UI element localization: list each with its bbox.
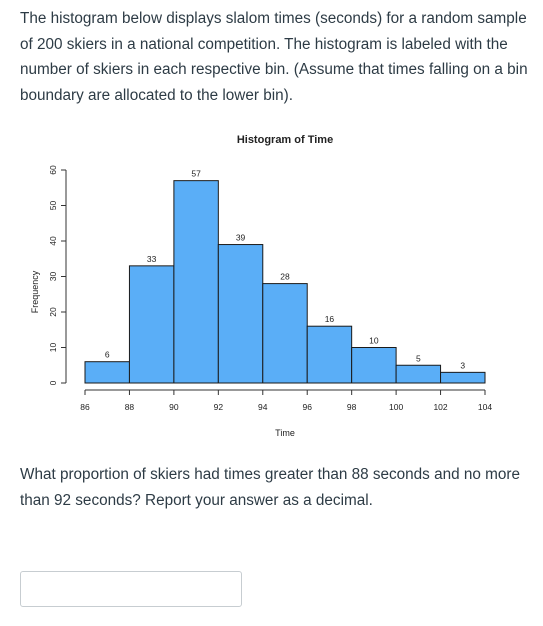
x-tick-label: 88 [125, 402, 135, 412]
question-intro: The histogram below displays slalom time… [20, 10, 528, 104]
chart-title: Histogram of Time [237, 134, 333, 146]
x-tick-label: 100 [389, 402, 403, 412]
question-prompt: What proportion of skiers had times grea… [20, 466, 520, 509]
bar-data-label: 6 [105, 350, 110, 360]
answer-input[interactable] [20, 571, 242, 607]
bar-data-label: 57 [191, 169, 201, 179]
y-axis: 0 10 20 30 40 50 60 [48, 165, 67, 385]
bar-data-label: 10 [369, 336, 379, 346]
y-tick-label: 60 [48, 165, 58, 175]
histogram-bar [128, 265, 175, 384]
x-tick-label: 102 [433, 402, 447, 412]
y-tick-label: 50 [48, 201, 58, 211]
x-tick-label: 86 [80, 402, 90, 412]
histogram-bar [306, 325, 353, 384]
x-tick-label: 96 [302, 402, 312, 412]
y-tick-label: 0 [48, 380, 58, 385]
y-tick-label: 10 [48, 343, 58, 353]
y-tick-label: 40 [48, 236, 58, 246]
bar-data-label: 33 [147, 254, 157, 264]
histogram-bar [351, 347, 397, 384]
histogram-bar [262, 283, 308, 384]
x-tick-label: 98 [347, 402, 357, 412]
bar-data-label: 3 [460, 360, 465, 370]
bar-data-label: 28 [280, 272, 290, 282]
x-axis-label: Time [275, 428, 295, 438]
x-tick-label: 94 [258, 402, 268, 412]
x-tick-label: 90 [169, 402, 179, 412]
histogram-bar [173, 180, 219, 384]
histogram-bar [217, 244, 264, 384]
bar-data-label: 16 [325, 314, 335, 324]
histogram-bar [395, 364, 442, 384]
y-axis-label: Frequency [30, 270, 40, 313]
x-tick-label: 92 [214, 402, 224, 412]
histogram-bar [84, 361, 130, 384]
bar-data-label: 39 [236, 233, 246, 243]
x-axis: 86 88 90 92 94 96 98 100 102 104 [80, 389, 492, 412]
y-tick-label: 20 [48, 307, 58, 317]
histogram-bar [440, 371, 486, 384]
x-tick-label: 104 [478, 402, 492, 412]
bar-data-label: 5 [416, 353, 421, 363]
bars-group [84, 180, 486, 384]
histogram-chart: Histogram of Time Frequency Time 6335739… [30, 134, 492, 438]
bar-labels-group: 6 33 57 39 28 16 10 5 3 [105, 169, 466, 371]
y-tick-label: 30 [48, 272, 58, 282]
